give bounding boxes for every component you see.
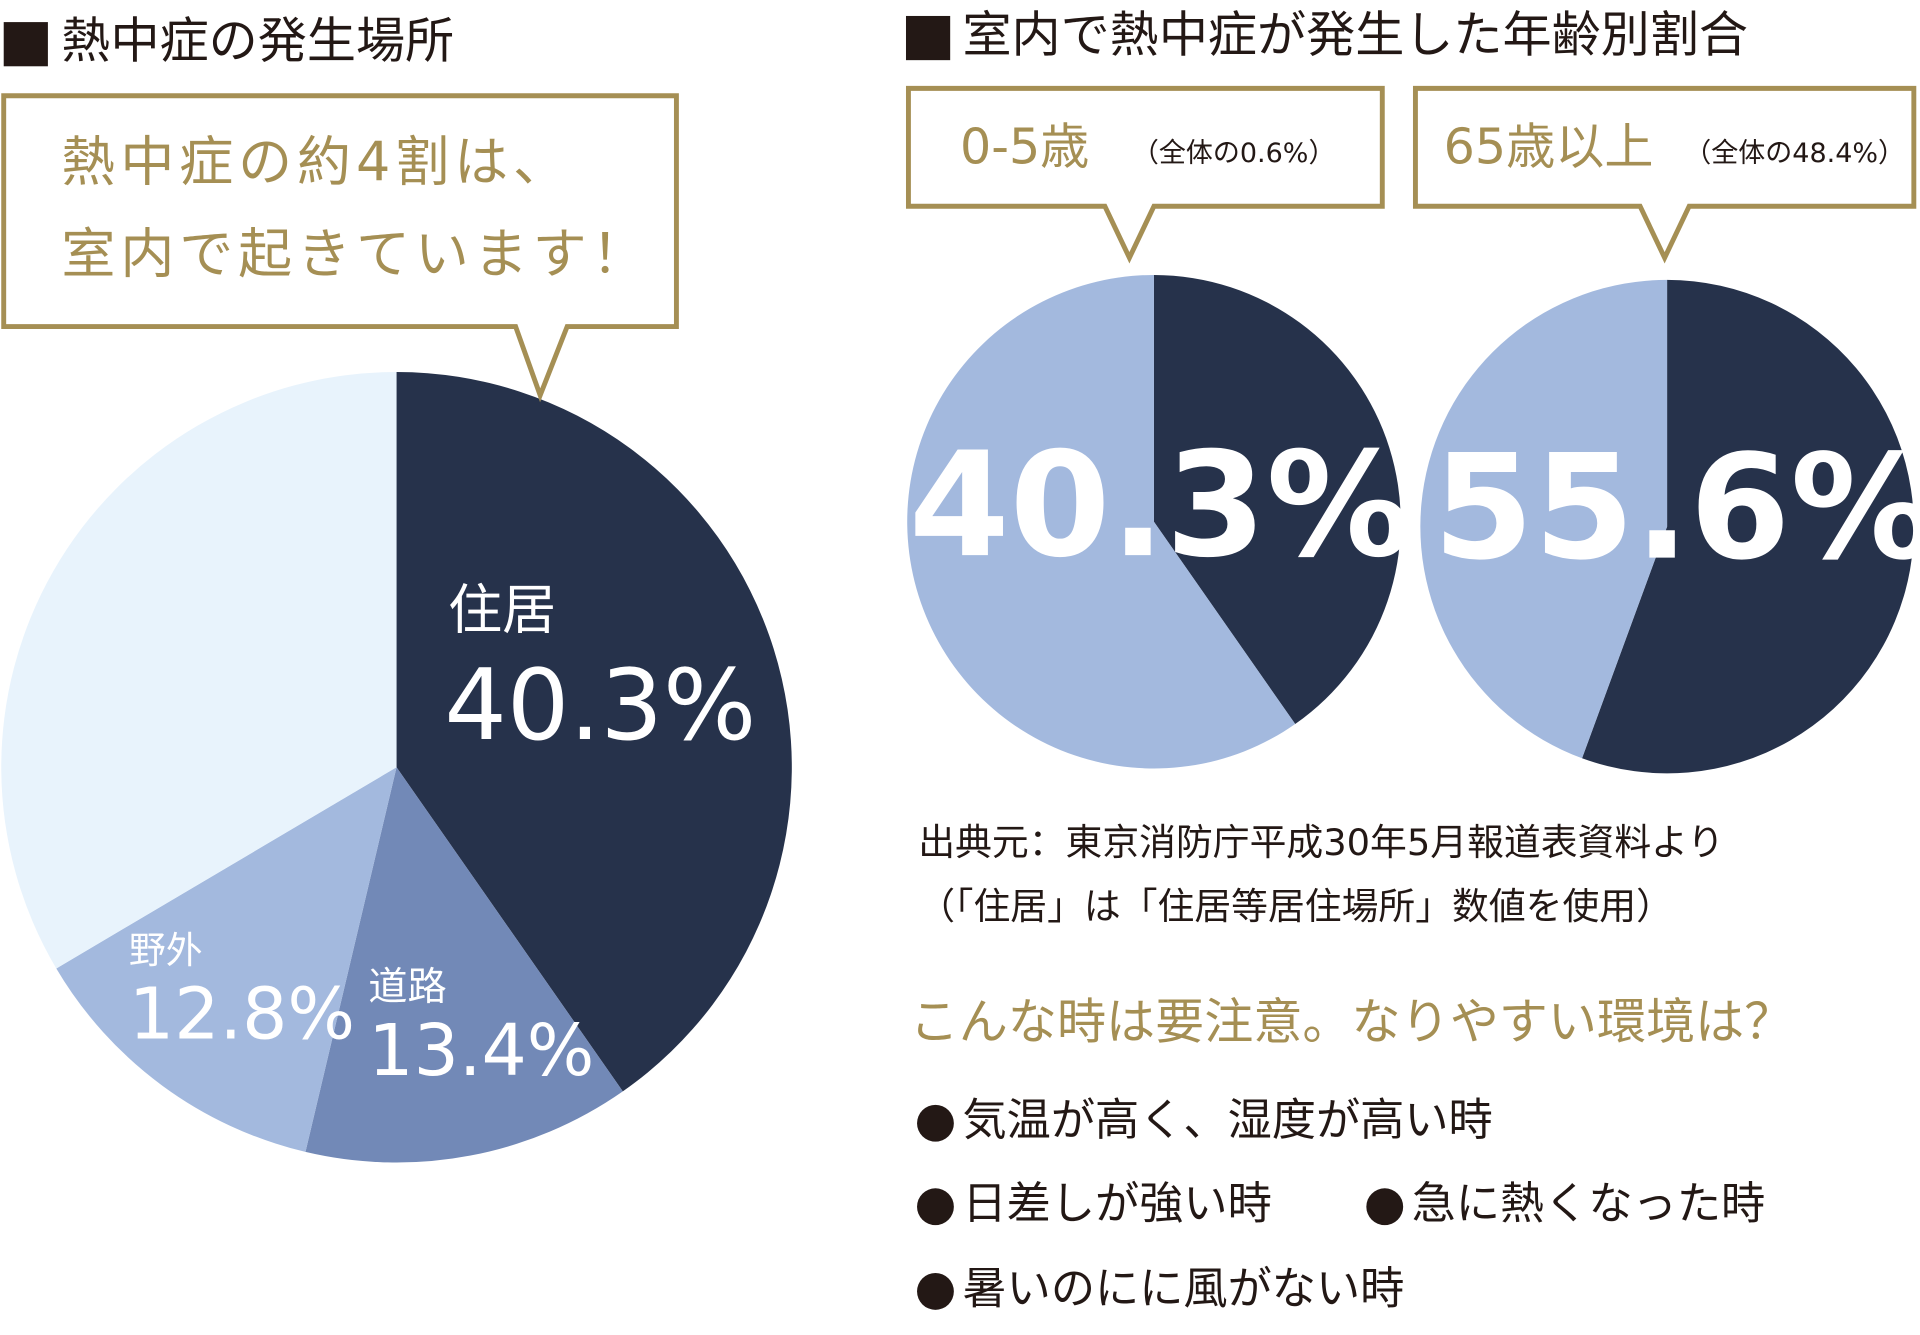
bullet-text: 暑いのにに風がない時 — [962, 1263, 1404, 1314]
bullet — [1366, 1188, 1404, 1226]
bullet-text: 日差しが強い時 — [962, 1179, 1271, 1230]
bullet — [917, 1104, 954, 1142]
note: （全体の48.4%） — [1684, 138, 1905, 169]
chart-title: 室内で熱中症が発生した年齢別割合 — [962, 6, 1747, 64]
pies — [1, 274, 1914, 1163]
slice-label: 道路 — [368, 965, 447, 1010]
value-label: 13.4% — [368, 1009, 594, 1092]
pie-slice — [1153, 274, 1401, 725]
value-label: 40.3% — [444, 649, 756, 763]
callout-box — [905, 85, 1385, 264]
title-marker — [905, 15, 951, 61]
bullet — [917, 1273, 954, 1310]
annotation: 室内で起きています！ — [61, 222, 650, 285]
chart-title: 熱中症の発生場所 — [61, 12, 454, 70]
pie-slice — [1, 371, 397, 969]
pie-slice — [56, 767, 397, 1152]
subtitle: 65歳以上 — [1444, 117, 1654, 175]
source: （「住居」は「住居等居住場所」数値を使用） — [918, 885, 1673, 928]
subtitle: 0-5歳 — [960, 117, 1089, 175]
title-marker — [3, 22, 48, 67]
value-label: 12.8% — [129, 972, 355, 1055]
value-label: 55.6% — [1433, 425, 1920, 593]
pie-slice — [305, 767, 623, 1163]
pie-slice — [1582, 279, 1914, 774]
slice-label: 住居 — [448, 578, 556, 641]
bullet-text: 急に熱くなった時 — [1412, 1179, 1766, 1230]
annotation: 熱中症の約4割は、 — [61, 130, 572, 193]
callout-box — [1, 93, 679, 403]
callout-box — [1412, 85, 1917, 264]
note: （全体の0.6%） — [1132, 138, 1336, 169]
pie-slice — [907, 274, 1296, 769]
bullet-text: 気温が高く、湿度が高い時 — [962, 1095, 1492, 1146]
bullet — [917, 1188, 954, 1226]
source: 出典元：東京消防庁平成30年5月報道表資料より — [918, 821, 1724, 864]
pie-slice — [1420, 279, 1668, 759]
heading: こんな時は要注意。なりやすい環境は？ — [910, 993, 1794, 1051]
slice-label: 野外 — [129, 929, 203, 972]
value-label: 40.3% — [909, 422, 1412, 590]
pie-slice — [396, 371, 792, 1092]
